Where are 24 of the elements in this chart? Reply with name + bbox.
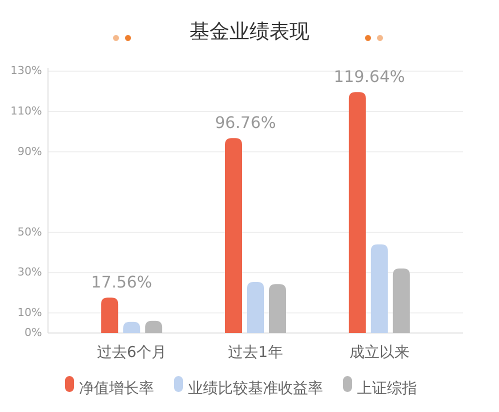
y-tick-label: 50% xyxy=(18,225,42,238)
bar xyxy=(225,138,242,333)
data-label: 119.64% xyxy=(334,67,405,86)
x-tick-label: 过去1年 xyxy=(228,343,283,361)
bar xyxy=(348,92,366,333)
bar xyxy=(370,244,388,333)
y-tick-label: 90% xyxy=(18,144,42,158)
data-label: 96.76% xyxy=(214,113,276,132)
bar xyxy=(101,298,118,333)
legend-label: 业绩比较基准收益率 xyxy=(188,379,323,398)
y-tick-label: 130% xyxy=(10,64,42,78)
y-tick-label: 30% xyxy=(18,266,42,279)
x-tick-label: 过去6个月 xyxy=(96,343,166,361)
data-label: 17.56% xyxy=(91,272,152,292)
bar xyxy=(247,282,264,333)
y-tick-label: 110% xyxy=(10,104,42,118)
legend-label: 上证综指 xyxy=(357,379,417,398)
chart-title: 基金业绩表现 xyxy=(190,19,310,43)
bar xyxy=(392,268,410,333)
bar xyxy=(269,284,286,333)
y-tick-label: 0% xyxy=(24,326,42,340)
legend-label: 净值增长率 xyxy=(79,379,154,398)
y-tick-label: 10% xyxy=(18,306,42,319)
x-tick-label: 成立以来 xyxy=(349,343,410,361)
